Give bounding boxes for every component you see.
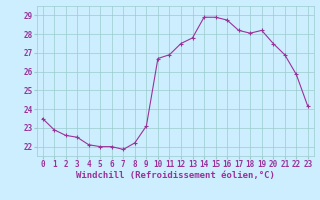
- X-axis label: Windchill (Refroidissement éolien,°C): Windchill (Refroidissement éolien,°C): [76, 171, 275, 180]
